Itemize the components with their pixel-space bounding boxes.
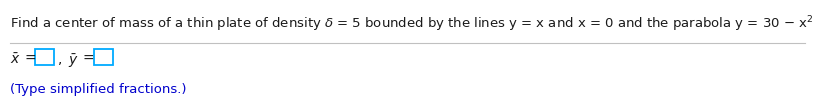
Text: $\bar{x}$: $\bar{x}$	[10, 52, 20, 67]
Text: Find a center of mass of a thin plate of density $\delta$ = 5 bounded by the lin: Find a center of mass of a thin plate of…	[10, 14, 815, 34]
Text: ,: ,	[58, 52, 63, 66]
FancyBboxPatch shape	[35, 49, 54, 65]
Text: =: =	[24, 52, 36, 66]
Text: (Type simplified fractions.): (Type simplified fractions.)	[10, 83, 187, 96]
FancyBboxPatch shape	[94, 49, 113, 65]
Text: $\bar{y}$: $\bar{y}$	[68, 52, 79, 70]
Text: =: =	[83, 52, 95, 66]
